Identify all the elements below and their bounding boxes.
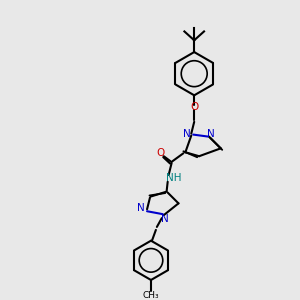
Text: N: N — [207, 129, 215, 139]
Text: CH₃: CH₃ — [143, 291, 159, 300]
Text: O: O — [190, 102, 198, 112]
Text: N: N — [184, 129, 191, 139]
Text: N: N — [161, 214, 169, 224]
Text: NH: NH — [166, 173, 181, 183]
Text: N: N — [137, 203, 145, 213]
Text: O: O — [157, 148, 165, 158]
